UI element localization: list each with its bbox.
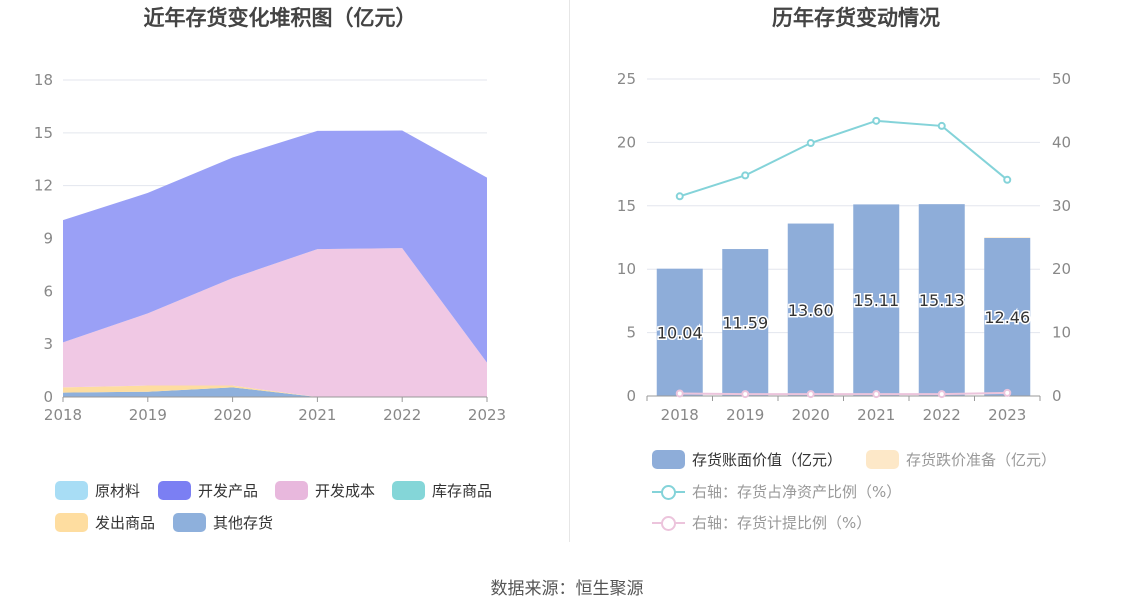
line-point [741,171,750,180]
area-开发成本 [63,248,487,397]
legend-line-symbol [652,513,685,533]
line-point [806,139,815,148]
line-右轴：存货计提比例（%） [679,391,1008,396]
area-开发产品 [63,130,487,363]
bar-line-chart: 0 5 10 15 20 25 0 10 20 30 40 50 10.04 11.59 13.60 15.1… [617,70,1071,424]
bar [656,268,703,396]
legend-item-库存商品[interactable]: 库存商品 [392,480,492,501]
legend-swatch [392,481,425,500]
y-tick-label: 5 [626,324,636,342]
x-tick-label: 2020 [792,406,830,424]
bar [853,204,900,396]
legend-label: 右轴：存货计提比例（%） [692,514,872,532]
legend-swatch [866,450,899,469]
bar-data-label: 11.59 [722,314,768,333]
left-chart-title: 近年存货变化堆积图（亿元） [143,6,417,30]
x-tick-label: 2022 [383,406,421,424]
data-source: 数据来源：恒生聚源 [490,579,644,599]
legend-swatch [55,481,88,500]
line-point [937,121,946,130]
y-tick-label: 20 [617,133,636,151]
legend-swatch [173,513,206,532]
bar-data-label: 12.46 [984,308,1030,327]
legend-item-原材料[interactable]: 原材料 [55,480,140,501]
y-tick-label: 0 [626,387,636,405]
legend-label: 开发成本 [315,482,376,500]
y2-tick-label: 50 [1052,70,1071,88]
y-tick-label: 18 [34,71,53,89]
bar [984,238,1031,396]
y2-tick-label: 40 [1052,133,1071,151]
x-tick-label: 2022 [923,406,961,424]
legend-label: 右轴：存货占净资产比例（%） [692,483,902,501]
y-tick-label: 6 [43,282,53,300]
legend-item-开发产品[interactable]: 开发产品 [158,480,258,501]
legend-label: 库存商品 [432,482,493,500]
line-point [872,390,881,399]
bar-data-label: 15.11 [853,291,899,310]
y-tick-label: 12 [34,177,53,195]
stacked-area-chart: 0 3 6 9 12 15 18 2018 2019 2020 2021 2022 2023 [34,71,506,424]
x-tick-label: 2018 [44,406,82,424]
x-tick-label: 2018 [661,406,699,424]
chart-divider [569,0,570,542]
legend-item-发出商品[interactable]: 发出商品 [55,512,155,533]
y-tick-label: 10 [617,260,636,278]
line-point [806,390,815,399]
line-point [872,116,881,125]
legend-item-其他存货[interactable]: 其他存货 [173,512,273,533]
bar [787,223,834,396]
legend-label: 原材料 [95,482,141,500]
bar-data-label: 15.13 [919,291,965,310]
x-tick-label: 2019 [129,406,167,424]
legend-net-asset-ratio[interactable]: 右轴：存货占净资产比例（%） [652,481,901,502]
bar-data-label: 10.04 [657,323,703,342]
legend-swatch [652,450,685,469]
bar [918,204,965,396]
x-tick-label: 2021 [298,406,336,424]
y2-tick-label: 0 [1052,387,1062,405]
legend-book-value[interactable]: 存货账面价值（亿元） [652,449,842,470]
legend-label: 存货跌价准备（亿元） [906,451,1057,469]
legend-label: 发出商品 [95,514,156,532]
y-tick-label: 9 [43,230,53,248]
x-tick-label: 2020 [214,406,252,424]
x-tick-label: 2021 [857,406,895,424]
legend-swatch [55,513,88,532]
area-发出商品 [63,385,487,397]
bar [722,249,769,396]
line-point [1003,175,1012,184]
line-point [1003,388,1012,397]
right-chart-title: 历年存货变动情况 [772,6,940,30]
legend-swatch [275,481,308,500]
y-tick-label: 15 [617,197,636,215]
y-tick-label: 25 [617,70,636,88]
line-右轴：存货占净资产比例（%） [679,119,1008,198]
legend-line-symbol [652,482,685,502]
y2-tick-label: 10 [1052,324,1071,342]
impairment-bar [984,237,1031,239]
line-point [937,390,946,399]
x-tick-label: 2023 [468,406,506,424]
y-tick-label: 3 [43,335,53,353]
y2-tick-label: 30 [1052,197,1071,215]
line-point [675,389,684,398]
bar-data-label: 13.60 [788,301,834,320]
y-tick-label: 0 [43,388,53,406]
legend-label: 其他存货 [213,514,274,532]
legend-label: 开发产品 [198,482,259,500]
legend-impairment[interactable]: 存货跌价准备（亿元） [866,449,1056,470]
x-tick-label: 2019 [726,406,764,424]
legend-provision-ratio[interactable]: 右轴：存货计提比例（%） [652,512,871,533]
line-point [741,390,750,399]
legend-swatch [158,481,191,500]
y-tick-label: 15 [34,124,53,142]
legend-item-开发成本[interactable]: 开发成本 [275,480,375,501]
line-point [675,192,684,201]
legend-label: 存货账面价值（亿元） [692,451,843,469]
y2-tick-label: 20 [1052,260,1071,278]
x-tick-label: 2023 [988,406,1026,424]
